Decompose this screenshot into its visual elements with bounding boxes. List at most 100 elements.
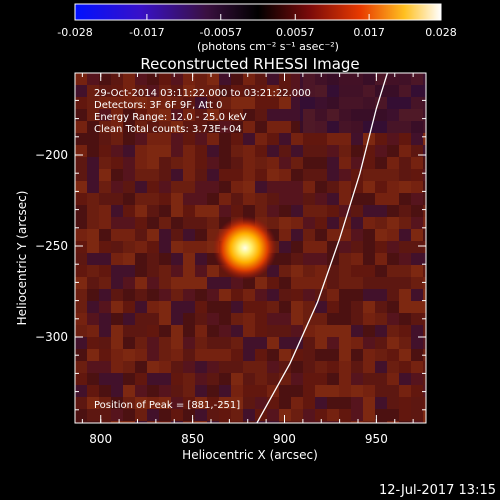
heatmap-cell [171, 121, 183, 133]
heatmap-cell [171, 253, 183, 265]
heatmap-cell [315, 409, 327, 421]
heatmap-cell [411, 373, 423, 385]
heatmap-cell [207, 217, 219, 229]
heatmap-cell [159, 157, 171, 169]
heatmap-cell [399, 373, 411, 385]
heatmap-cell [363, 421, 375, 423]
heatmap-cell [207, 409, 219, 421]
heatmap-cell [387, 409, 399, 421]
heatmap-cell [387, 289, 399, 301]
heatmap-cell [255, 121, 267, 133]
heatmap-cell [399, 265, 411, 277]
heatmap-cell [171, 229, 183, 241]
heatmap-cell [267, 73, 279, 85]
heatmap-cell [315, 373, 327, 385]
heatmap-cell [267, 265, 279, 277]
heatmap-cell [375, 181, 387, 193]
heatmap-cell [135, 337, 147, 349]
heatmap-cell [339, 385, 351, 397]
heatmap-cell [303, 181, 315, 193]
heatmap-cell [255, 145, 267, 157]
heatmap-cell [231, 133, 243, 145]
heatmap-cell [327, 229, 339, 241]
heatmap-cell [231, 325, 243, 337]
heatmap-cell [147, 421, 159, 423]
annotation-line: 29-Oct-2014 03:11:22.000 to 03:21:22.000 [94, 88, 311, 99]
heatmap-cell [279, 325, 291, 337]
heatmap-cell [291, 361, 303, 373]
heatmap-cell [171, 325, 183, 337]
heatmap-cell [123, 157, 135, 169]
heatmap-cell [87, 229, 99, 241]
heatmap-cell [411, 301, 423, 313]
heatmap-cell [219, 169, 231, 181]
heatmap-cell [171, 97, 183, 109]
heatmap-cell [75, 97, 87, 109]
heatmap-cell [75, 181, 87, 193]
x-axis-ticks: 800 850 900 950 [81, 73, 414, 446]
heatmap-cell [243, 205, 255, 217]
heatmap-cell [123, 337, 135, 349]
heatmap-cell [279, 289, 291, 301]
heatmap-cell [303, 385, 315, 397]
heatmap-cell [195, 397, 207, 409]
heatmap-cell [195, 289, 207, 301]
heatmap-cell [327, 277, 339, 289]
heatmap-cell [207, 181, 219, 193]
heatmap-cell [123, 253, 135, 265]
heatmap-cell [327, 181, 339, 193]
heatmap-cell [195, 361, 207, 373]
heatmap-cell [207, 385, 219, 397]
heatmap-cell [339, 313, 351, 325]
heatmap-cell [171, 265, 183, 277]
heatmap-cell [243, 349, 255, 361]
heatmap-cell [99, 349, 111, 361]
heatmap-cell [231, 409, 243, 421]
heatmap-cell [171, 73, 183, 85]
heatmap-cell [135, 193, 147, 205]
heatmap-cell [363, 337, 375, 349]
heatmap-cell [315, 385, 327, 397]
heatmap-cell [327, 133, 339, 145]
heatmap-cell [399, 133, 411, 145]
heatmap-cell [255, 73, 267, 85]
heatmap-cell [99, 193, 111, 205]
heatmap-cell [99, 397, 111, 409]
heatmap-cell [339, 289, 351, 301]
heatmap-cell [207, 133, 219, 145]
heatmap-cell [147, 157, 159, 169]
heatmap-cell [399, 337, 411, 349]
heatmap-cell [411, 421, 423, 423]
heatmap-cell [387, 349, 399, 361]
heatmap-cell [399, 349, 411, 361]
heatmap-cell [171, 241, 183, 253]
heatmap-cell [171, 421, 183, 423]
heatmap-cell [183, 193, 195, 205]
heatmap-cell [351, 409, 363, 421]
heatmap-cell [255, 85, 267, 97]
heatmap-cell [255, 109, 267, 121]
heatmap-cell [87, 265, 99, 277]
heatmap-cell [195, 409, 207, 421]
heatmap-cell [351, 193, 363, 205]
heatmap-cell [207, 349, 219, 361]
heatmap-cell [219, 325, 231, 337]
heatmap-cell [195, 337, 207, 349]
heatmap-cell [87, 97, 99, 109]
heatmap-cell [255, 349, 267, 361]
heatmap-cell [231, 73, 243, 85]
heatmap-cell [327, 397, 339, 409]
heatmap-cell [195, 241, 207, 253]
heatmap-cell [135, 109, 147, 121]
heatmap-cell [207, 109, 219, 121]
heatmap-cell [303, 229, 315, 241]
heatmap-cell [303, 421, 315, 423]
heatmap-cell [123, 169, 135, 181]
heatmap-cell [99, 73, 111, 85]
heatmap-cell [339, 133, 351, 145]
heatmap-cell [159, 325, 171, 337]
heatmap-cell [351, 181, 363, 193]
heatmap-cell [135, 301, 147, 313]
image-panel [75, 73, 426, 423]
